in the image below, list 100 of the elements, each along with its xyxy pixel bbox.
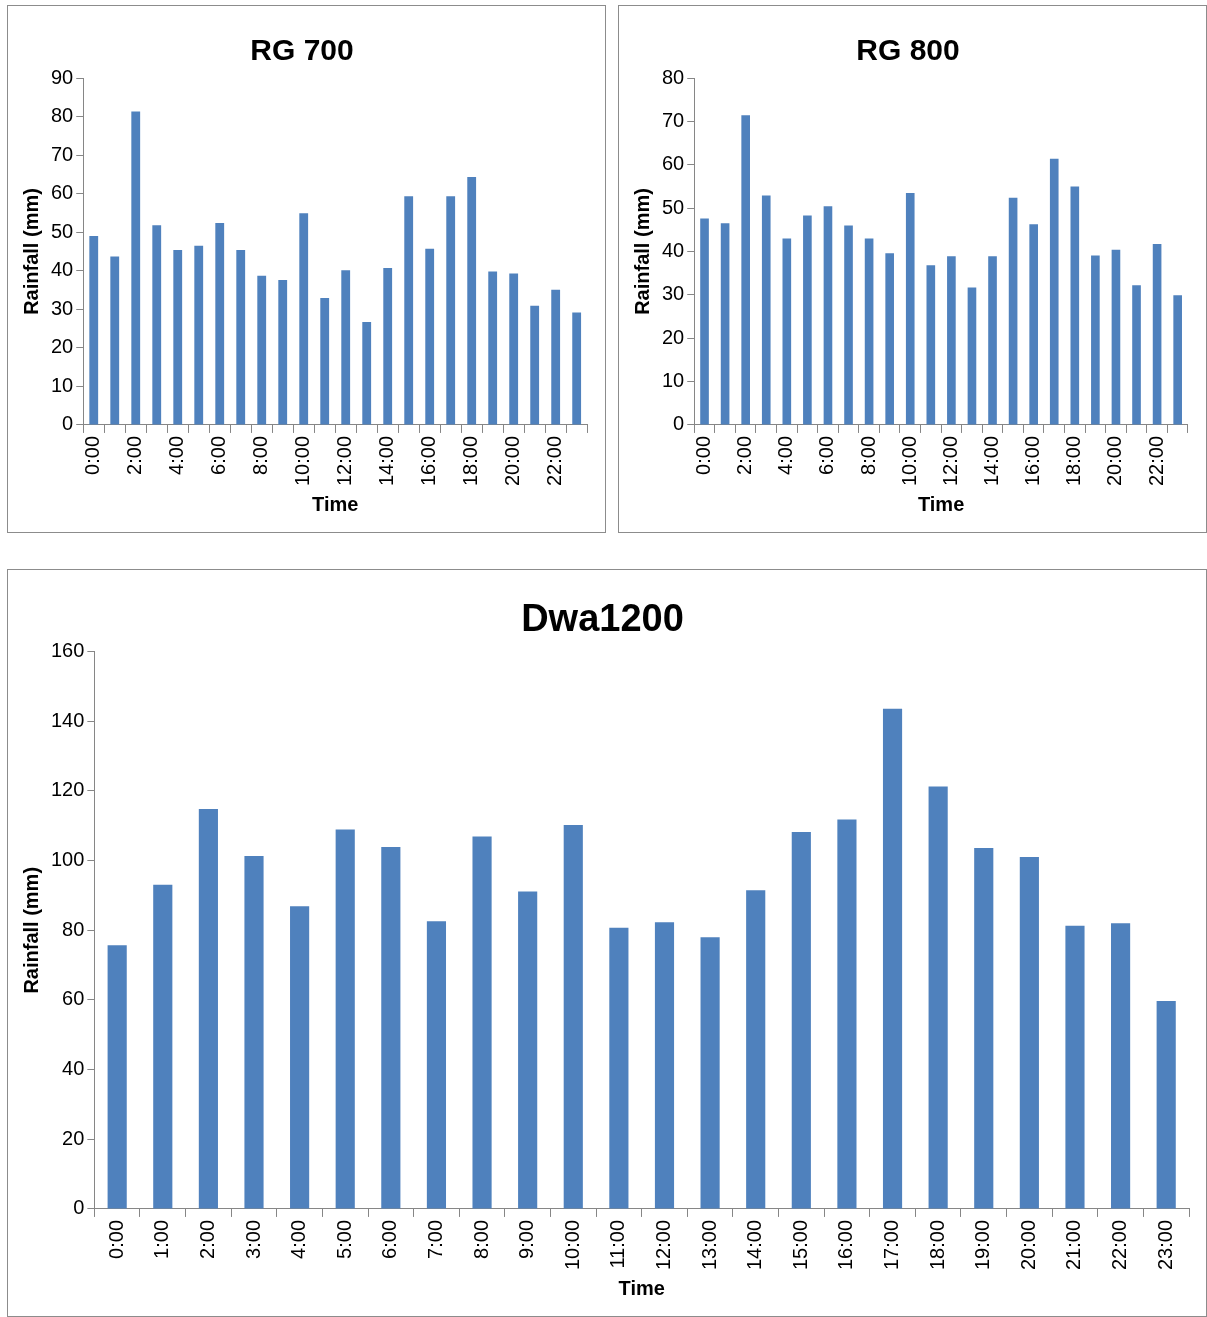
chart-title: Dwa1200 <box>521 597 684 640</box>
bar <box>844 225 853 425</box>
bar <box>335 829 355 1209</box>
y-tick-label: 40 <box>62 1057 85 1080</box>
bar <box>244 856 264 1209</box>
bar <box>837 819 857 1209</box>
x-tick-label: 8:00 <box>469 1219 492 1259</box>
x-tick-label: 11:00 <box>606 1219 629 1269</box>
chart-title: RG 700 <box>250 33 354 67</box>
bar <box>198 809 218 1209</box>
bar <box>509 273 519 425</box>
bar <box>885 253 894 425</box>
x-tick-label: 0:00 <box>104 1219 127 1259</box>
x-tick-label: 1:00 <box>150 1219 173 1259</box>
y-tick-label: 80 <box>662 65 685 88</box>
x-tick-label: 16:00 <box>834 1219 857 1271</box>
x-tick-label: 4:00 <box>287 1219 310 1259</box>
x-tick-label: 20:00 <box>1016 1219 1039 1271</box>
bar <box>1152 244 1162 425</box>
y-tick-label: 40 <box>662 238 685 261</box>
y-tick-label: 120 <box>50 778 85 801</box>
x-tick-label: 16:00 <box>1021 435 1044 487</box>
x-axis-title: Time <box>917 492 965 515</box>
bar <box>988 256 997 425</box>
bar <box>383 268 393 425</box>
bar <box>488 271 498 425</box>
x-tick-label: 13:00 <box>697 1219 720 1271</box>
x-tick-label: 10:00 <box>560 1219 583 1271</box>
bar <box>236 249 246 425</box>
x-tick-label: 8:00 <box>249 435 272 475</box>
y-tick-label: 100 <box>50 848 85 871</box>
x-tick-label: 4:00 <box>165 435 188 475</box>
x-axis-title: Time <box>312 492 359 515</box>
bar <box>446 196 456 425</box>
bar <box>404 196 414 425</box>
bar <box>194 245 204 425</box>
bar <box>654 922 675 1209</box>
chart-title: RG 800 <box>856 33 960 67</box>
y-tick-label: 30 <box>51 296 74 319</box>
bar <box>381 847 401 1209</box>
bar <box>362 322 372 425</box>
x-tick-label: 0:00 <box>81 435 104 475</box>
x-tick-label: 6:00 <box>207 435 230 475</box>
x-tick-label: 9:00 <box>515 1219 538 1259</box>
y-tick-label: 90 <box>51 65 74 88</box>
y-tick-label: 80 <box>51 104 74 127</box>
bar <box>290 906 310 1209</box>
x-tick-label: 12:00 <box>652 1219 675 1271</box>
bar <box>1065 925 1085 1209</box>
y-tick-label: 20 <box>662 325 685 348</box>
y-tick-label: 50 <box>662 195 685 218</box>
y-tick-label: 80 <box>62 917 85 940</box>
x-tick-label: 12:00 <box>938 435 961 487</box>
x-tick-label: 23:00 <box>1153 1219 1176 1271</box>
bar <box>823 206 833 425</box>
x-tick-label: 16:00 <box>417 435 440 487</box>
bar <box>1070 186 1080 425</box>
bar <box>1029 224 1038 425</box>
bar <box>530 305 540 425</box>
bar <box>153 884 173 1209</box>
bar <box>173 249 183 425</box>
bar <box>1049 158 1059 425</box>
x-tick-label: 2:00 <box>195 1219 218 1259</box>
bar <box>761 195 771 425</box>
x-tick-label: 10:00 <box>897 435 920 487</box>
bar <box>926 265 936 425</box>
x-tick-label: 7:00 <box>423 1219 446 1259</box>
x-tick-label: 6:00 <box>378 1219 401 1259</box>
bar <box>803 215 812 425</box>
x-tick-label: 21:00 <box>1062 1219 1085 1271</box>
bar <box>278 280 288 425</box>
y-axis-title: Rainfall (mm) <box>19 866 42 994</box>
x-tick-label: 8:00 <box>856 435 879 475</box>
y-axis-title: Rainfall (mm) <box>19 188 42 315</box>
x-tick-label: 20:00 <box>1103 435 1126 487</box>
y-tick-label: 60 <box>662 152 685 175</box>
x-tick-label: 15:00 <box>788 1219 811 1271</box>
bar <box>1019 857 1039 1209</box>
y-tick-label: 20 <box>62 1126 85 1149</box>
y-axis-title: Rainfall (mm) <box>630 188 653 315</box>
y-tick-label: 30 <box>662 282 685 305</box>
x-tick-label: 12:00 <box>333 435 356 487</box>
x-tick-label: 18:00 <box>1062 435 1085 487</box>
x-tick-label: 19:00 <box>971 1219 994 1271</box>
x-tick-label: 6:00 <box>815 435 838 475</box>
bar <box>215 222 225 425</box>
bar <box>746 890 766 1209</box>
y-tick-label: 60 <box>51 181 74 204</box>
x-tick-label: 22:00 <box>1144 435 1167 487</box>
x-tick-label: 5:00 <box>332 1219 355 1259</box>
y-tick-label: 0 <box>673 412 685 435</box>
x-tick-label: 18:00 <box>459 435 482 487</box>
x-tick-label: 14:00 <box>980 435 1003 487</box>
bar <box>1111 249 1121 425</box>
x-tick-label: 20:00 <box>501 435 524 487</box>
y-tick-label: 160 <box>50 639 85 662</box>
bar <box>609 927 629 1209</box>
x-tick-label: 2:00 <box>123 435 146 475</box>
x-tick-label: 22:00 <box>1108 1219 1131 1271</box>
bar <box>864 238 874 425</box>
